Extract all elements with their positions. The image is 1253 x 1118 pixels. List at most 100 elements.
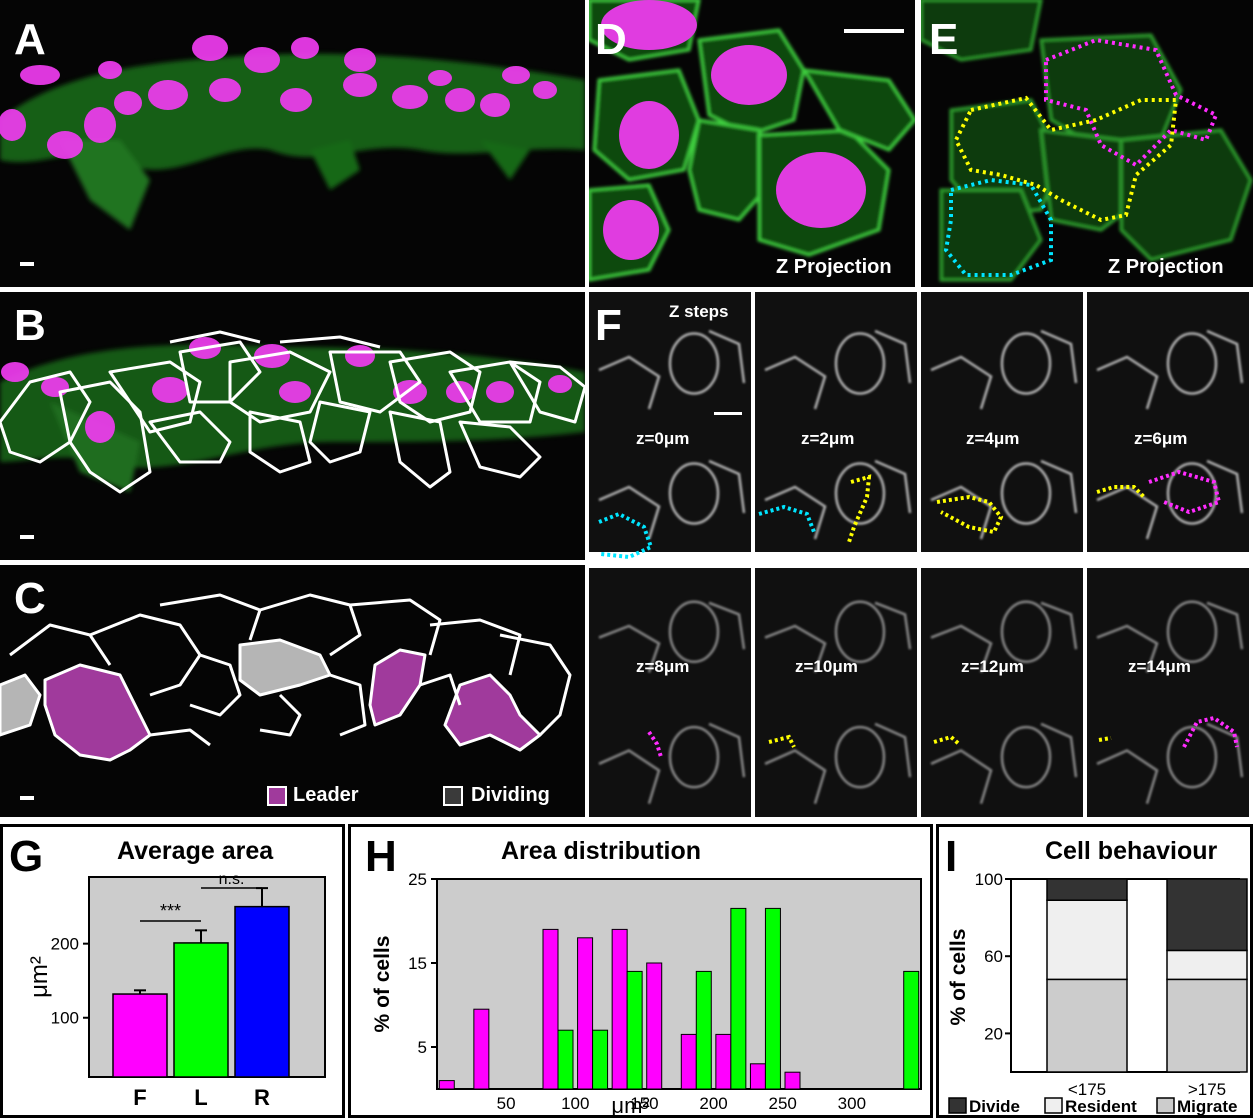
h-bar [695,970,712,1090]
h-bar [611,928,628,1090]
h-bar [646,962,663,1090]
h-xtick-label: 50 [497,1094,516,1113]
i-legend-label: Resident [1065,1097,1137,1115]
g-bar-R [234,905,290,1078]
h-bar [473,1008,490,1090]
h-bar [438,1080,455,1090]
h-xlabel: μm² [611,1093,649,1115]
z-label-0: z=0μm [636,429,690,448]
h-ytick-label: 15 [408,954,427,973]
panel-f-zstack-image [589,292,1249,817]
panel-e-cells-image [921,0,1253,282]
h-bar [730,907,747,1090]
g-ylabel: μm² [26,956,53,998]
h-bar [592,1029,609,1090]
panel-e-outlined-projection: E Z Projection [921,0,1253,287]
h-bar [764,907,781,1090]
g-ytick-label: 200 [51,935,79,954]
average-area-chart: 100 200 μm² F L R *** n.s. [26,871,326,1110]
panel-h-chart: H Area distribution 5 15 25 % of cells 50 100… [348,824,933,1118]
h-bar [784,1071,801,1090]
panel-d-micrograph: D Z Projection [589,0,915,287]
i-legend-swatch [1044,1097,1063,1114]
panel-f-zstack-grid: F Z steps z=0μm z=2μm z=4μm z=6μm z=8μm … [589,292,1253,817]
i-category-label: >175 [1188,1080,1226,1099]
z-label-14: z=14μm [1128,657,1191,676]
h-bar [680,1033,697,1090]
h-bar [542,928,559,1090]
panel-a-micrograph: A [0,0,585,287]
panel-c-letter: C [14,574,46,623]
panel-e-letter: E [929,15,959,64]
h-bar [749,1063,766,1090]
i-ytick-label: 60 [984,947,1003,966]
h-xtick-label: 250 [769,1094,797,1113]
i-legend-swatch [1156,1097,1175,1114]
h-plot-area [436,878,922,1090]
h-bar [903,970,920,1090]
z-label-2: z=2μm [801,429,855,448]
panel-b-letter: B [14,301,46,350]
legend-leader-swatch [267,786,287,806]
area-distribution-chart: 5 15 25 % of cells 50 100 150 200 250 300 μm² [371,870,922,1115]
h-bar [626,970,643,1090]
i-segment-migrate [1166,978,1248,1073]
g-ns-label: n.s. [219,871,245,888]
h-xtick-label: 300 [838,1094,866,1113]
h-ytick-label: 5 [418,1038,427,1057]
i-ylabel: % of cells [947,929,970,1026]
i-segment-divide [1166,878,1248,952]
z-label-12: z=12μm [961,657,1024,676]
z-label-4: z=4μm [966,429,1020,448]
legend-dividing-swatch [443,786,463,806]
h-xtick-label: 150 [630,1094,658,1113]
i-legend-swatch [948,1097,967,1114]
h-ytick-label: 25 [408,870,427,889]
h-ylabel: % of cells [371,936,394,1033]
panel-d-cells-image [589,0,915,282]
i-segment-divide [1046,878,1128,901]
legend-dividing-label: Dividing [471,784,550,806]
z-label-6: z=6μm [1134,429,1188,448]
panel-g-letter: G [9,832,44,881]
z-label-8: z=8μm [636,657,690,676]
h-xtick-label: 100 [561,1094,589,1113]
panel-f-scale-bar [714,412,742,415]
panel-b-outlined-micrograph: B [0,292,585,560]
panel-h-title: Area distribution [501,837,702,865]
i-ytick-label: 100 [975,870,1003,889]
h-bar [577,937,594,1090]
g-sig-label: *** [160,901,181,921]
panel-e-caption: Z Projection [1108,256,1224,278]
h-xtick-label: 200 [699,1094,727,1113]
cell-behaviour-chart: 20 60 100 % of cells <175 >175 Divide Resident M… [947,870,1248,1115]
panel-i-title: Cell behaviour [1045,837,1218,865]
i-legend-label: Divide [969,1097,1020,1115]
i-ytick-label: 20 [984,1024,1003,1043]
g-category-label: R [254,1085,270,1110]
g-category-label: F [133,1085,146,1110]
z-label-10: z=10μm [795,657,858,676]
panel-i-chart: I Cell behaviour 20 60 100 % of cells <175 >1… [936,824,1253,1118]
panel-f-letter: F [595,301,622,350]
g-bar-L [173,942,229,1078]
h-bar [557,1029,574,1090]
i-segment-migrate [1046,978,1128,1073]
panel-f-heading: Z steps [669,302,729,321]
g-ytick-label: 100 [51,1009,79,1028]
h-bar [715,1033,732,1090]
g-category-label: L [194,1085,207,1110]
i-category-label: <175 [1068,1080,1106,1099]
panel-a-letter: A [14,15,46,64]
panel-c-segmentation-image [0,593,572,806]
panel-g-title: Average area [117,837,274,865]
i-segment-resident [1166,949,1248,981]
panel-d-caption: Z Projection [776,256,892,278]
legend-leader-label: Leader [293,784,359,806]
g-bar-F [112,993,168,1078]
i-segment-resident [1046,899,1128,981]
panel-i-letter: I [945,832,958,881]
panel-g-chart: G Average area 100 200 μm² F L R *** n.s. [0,824,345,1118]
panel-d-letter: D [595,15,627,64]
panel-c-segmentation: C Leader Dividing [0,565,585,817]
